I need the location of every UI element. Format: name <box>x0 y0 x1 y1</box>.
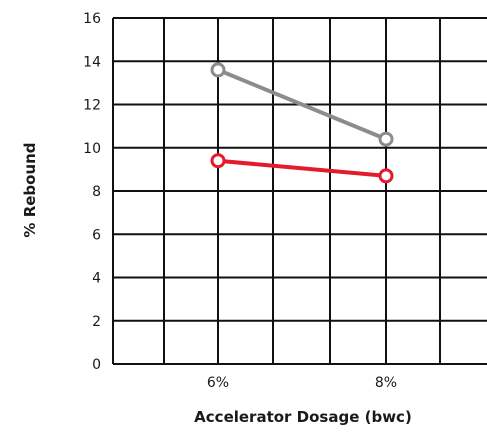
x-tick-label: 8% <box>375 375 397 391</box>
y-tick-label: 16 <box>83 11 101 27</box>
y-axis-title: % Rebound <box>21 142 39 237</box>
data-point <box>210 62 226 78</box>
y-tick-label: 4 <box>92 271 101 287</box>
x-tick-label: 6% <box>207 375 229 391</box>
y-tick-label: 14 <box>83 54 101 70</box>
data-point <box>378 131 394 147</box>
y-tick-label: 8 <box>92 184 101 200</box>
series <box>210 62 394 184</box>
series-line <box>216 158 388 178</box>
x-axis-title: Accelerator Dosage (bwc) <box>194 408 412 426</box>
y-tick-labels: 0 2 4 6 8 10 12 14 16 <box>83 11 101 373</box>
y-tick-label: 0 <box>92 357 101 373</box>
series-0 <box>210 62 394 147</box>
y-tick-label: 10 <box>83 141 101 157</box>
grid <box>112 17 487 365</box>
data-point <box>210 153 226 169</box>
y-tick-label: 12 <box>83 98 101 114</box>
x-tick-labels: 6% 8% <box>207 375 397 391</box>
series-line <box>216 67 388 142</box>
y-tick-label: 6 <box>92 227 101 243</box>
series-1 <box>210 153 394 184</box>
data-point <box>378 168 394 184</box>
y-tick-label: 2 <box>92 314 101 330</box>
